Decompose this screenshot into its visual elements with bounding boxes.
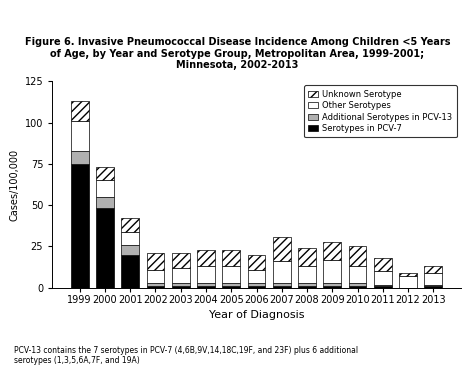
Bar — [247, 286, 266, 288]
Bar — [197, 283, 215, 286]
Bar — [222, 266, 240, 283]
Bar — [349, 283, 366, 286]
Bar — [247, 270, 266, 283]
Bar — [323, 260, 341, 283]
Bar — [172, 283, 190, 286]
Bar — [374, 286, 392, 288]
Bar — [247, 255, 266, 270]
Bar — [71, 121, 88, 151]
Bar — [323, 242, 341, 260]
Bar — [71, 164, 88, 288]
Bar — [399, 273, 417, 276]
Bar — [349, 266, 366, 283]
Legend: Unknown Serotype, Other Serotypes, Additional Serotypes in PCV-13, Serotypes in : Unknown Serotype, Other Serotypes, Addit… — [304, 85, 456, 137]
Bar — [349, 286, 366, 288]
Bar — [425, 273, 442, 284]
Bar — [222, 286, 240, 288]
Bar — [121, 218, 139, 232]
Bar — [121, 245, 139, 255]
Bar — [273, 283, 291, 286]
Bar — [323, 286, 341, 288]
Bar — [273, 237, 291, 261]
Bar — [121, 232, 139, 245]
Bar — [425, 286, 442, 288]
Bar — [298, 286, 316, 288]
Bar — [425, 284, 442, 286]
Bar — [374, 271, 392, 284]
Bar — [273, 261, 291, 283]
Bar — [425, 266, 442, 273]
Bar — [172, 286, 190, 288]
Bar — [96, 167, 114, 180]
Bar — [147, 253, 164, 270]
Bar — [121, 255, 139, 288]
Bar — [172, 253, 190, 268]
Bar — [323, 283, 341, 286]
Text: Figure 6. Invasive Pneumococcal Disease Incidence Among Children <5 Years
of Age: Figure 6. Invasive Pneumococcal Disease … — [25, 37, 450, 70]
Text: PCV-13 contains the 7 serotypes in PCV-7 (4,6B,9V,14,18C,19F, and 23F) plus 6 ad: PCV-13 contains the 7 serotypes in PCV-7… — [14, 346, 358, 365]
Bar — [197, 266, 215, 283]
Bar — [71, 101, 88, 121]
Bar — [273, 286, 291, 288]
Bar — [222, 283, 240, 286]
Bar — [374, 258, 392, 271]
Bar — [147, 286, 164, 288]
X-axis label: Year of Diagnosis: Year of Diagnosis — [209, 310, 304, 320]
Bar — [349, 246, 366, 266]
Bar — [71, 151, 88, 164]
Bar — [298, 283, 316, 286]
Bar — [374, 284, 392, 286]
Bar — [96, 180, 114, 197]
Bar — [298, 248, 316, 266]
Bar — [247, 283, 266, 286]
Bar — [298, 266, 316, 283]
Bar — [147, 270, 164, 283]
Bar — [96, 197, 114, 208]
Bar — [147, 283, 164, 286]
Bar — [197, 286, 215, 288]
Bar — [172, 268, 190, 283]
Bar — [197, 250, 215, 266]
Bar — [222, 250, 240, 266]
Bar — [399, 276, 417, 288]
Y-axis label: Cases/100,000: Cases/100,000 — [9, 148, 19, 221]
Bar — [96, 208, 114, 288]
